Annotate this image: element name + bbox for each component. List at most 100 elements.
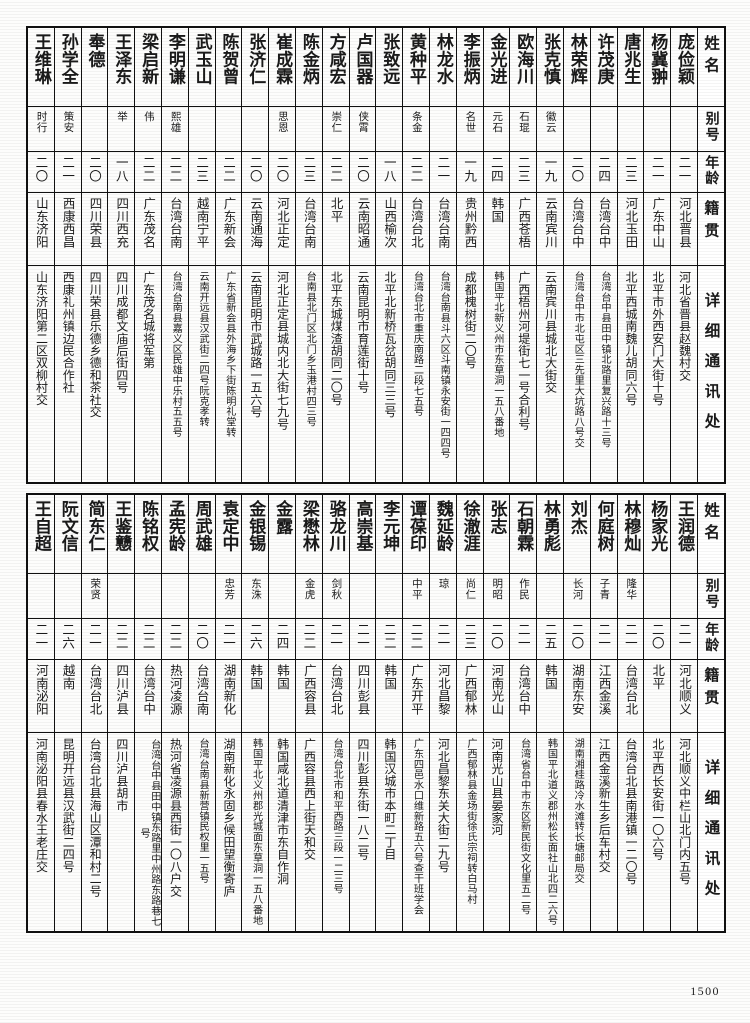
native-text: 河北玉田: [623, 197, 639, 248]
cell-alias: 中平: [402, 573, 430, 619]
native-text: 越南: [60, 664, 76, 690]
cell-alias: 金虎: [294, 573, 323, 619]
cell-alias: [562, 106, 591, 152]
address-text: 河北昌黎东关大街二九号: [436, 738, 451, 873]
address-text: 广西容县西上街天和交: [302, 738, 317, 861]
cell-alias: [643, 106, 672, 152]
cell-age: 二一: [670, 151, 698, 193]
name-text: 唐兆生: [620, 33, 641, 86]
age-text: 二二: [113, 623, 129, 650]
cell-alias: [670, 573, 698, 619]
cell-native: 四川泸县: [107, 659, 136, 733]
alias-text: 明昭: [491, 578, 504, 600]
cell-alias: [268, 573, 296, 619]
alias-text: 尚仁: [464, 578, 477, 600]
name-text: 魏延龄: [432, 500, 453, 553]
cell-address: 台南县北门区北门乡玉港村四三号: [294, 265, 323, 484]
cell-alias: 东洙: [241, 573, 270, 619]
cell-alias: 举: [107, 106, 136, 152]
name-text: 何庭树: [593, 500, 614, 553]
cell-age: 二〇: [562, 151, 591, 193]
name-text: 李明谦: [164, 33, 185, 86]
address-text: 韩国咸北道清津市东自作洞: [275, 738, 290, 885]
cell-age: 二二: [294, 618, 323, 660]
age-text: 二二: [328, 156, 344, 183]
native-text: 台湾台北: [328, 664, 344, 715]
cell-address: 广西梧州河堤街七一号合利号: [509, 265, 538, 484]
age-text: 二二: [381, 623, 397, 650]
name-text: 王维琳: [30, 33, 51, 86]
cell-native: 广东中山: [643, 192, 672, 266]
cell-native: 台湾台北: [402, 192, 430, 266]
cell-alias: [187, 106, 216, 152]
address-text: 河南光山县晏家河: [490, 738, 505, 836]
cell-age: 二二: [107, 618, 136, 660]
cell-age: 一八: [375, 151, 404, 193]
cell-native: 韩国: [241, 659, 270, 733]
cell-age: 二〇: [348, 151, 377, 193]
address-text: 广东省新会县外海乡下街陈明礼堂转: [223, 271, 235, 438]
native-text: 河南光山: [489, 664, 505, 715]
cell-address: 四川成都文庙后街四号: [107, 265, 136, 484]
cell-address: 昆明开远县汉武街二四号: [53, 732, 82, 933]
cell-age: 二〇: [643, 618, 672, 660]
name-text: 阮文信: [57, 500, 78, 553]
cell-alias: [643, 573, 672, 619]
name-text: 谭葆印: [406, 500, 427, 553]
cell-name: 林穆灿: [616, 493, 645, 574]
age-text: 一八: [381, 156, 397, 183]
cell-alias: 明昭: [482, 573, 511, 619]
cell-address: 广西容县西上街天和交: [294, 732, 323, 933]
cell-age: 二二: [160, 151, 189, 193]
age-text: 二〇: [274, 156, 290, 183]
native-text: 广东中山: [650, 197, 666, 248]
name-text: 王鉴戆: [111, 500, 132, 553]
address-text: 台湾台北县南港镇一二〇号: [624, 738, 638, 885]
cell-address: 北平西长安街一〇六号: [643, 732, 672, 933]
cell-native: 台湾台南: [428, 192, 457, 266]
native-text: 北平: [650, 664, 666, 690]
header-native: 籍贯: [696, 659, 726, 733]
address-text: 台湾台北县海山区潭和村二号: [88, 738, 103, 898]
cell-alias: 隆华: [616, 573, 645, 619]
cell-alias: 徽云: [536, 106, 564, 152]
cell-age: 二一: [53, 151, 82, 193]
cell-age: 一九: [536, 151, 564, 193]
cell-name: 金银锡: [241, 493, 270, 574]
cell-alias: [375, 573, 404, 619]
cell-native: 河北昌黎: [428, 659, 457, 733]
cell-address: 云南昆明市武城路一五六号: [241, 265, 270, 484]
address-text: 河北省晋县赵魏村交: [677, 271, 692, 382]
age-text: 二〇: [194, 623, 210, 650]
cell-age: 二〇: [187, 618, 216, 660]
cell-address: 台湾省台中市东区新民街文化里五二号: [509, 732, 538, 933]
cell-native: 湖南新化: [214, 659, 243, 733]
cell-age: 二〇: [26, 151, 55, 193]
cell-name: 崔成霖: [268, 26, 296, 107]
cell-native: 西康西昌: [53, 192, 82, 266]
name-text: 石朝霖: [513, 500, 534, 553]
cell-address: 韩国平北新义州市东草洞一五八番地: [482, 265, 511, 484]
cell-alias: 名世: [455, 106, 484, 152]
cell-alias: [80, 106, 109, 152]
native-text: 河北晋县: [677, 197, 692, 248]
age-text: 二一: [33, 623, 49, 650]
cell-address: 北平北新桥瓦岔胡同三三号: [375, 265, 404, 484]
address-text: 台湾台中市北屯区三先里大坑路八号交: [572, 271, 584, 448]
cell-address: 台湾台南县斗六区斗南镇永安街一四四号: [428, 265, 457, 484]
name-text: 周武雄: [191, 500, 212, 553]
cell-address: 湖南湘桂路冷水滩转长塘邮局交: [562, 732, 591, 933]
age-text: 二二: [140, 623, 156, 650]
native-text: 韩国: [275, 664, 291, 690]
cell-age: 一九: [455, 151, 484, 193]
cell-native: 四川荣县: [80, 192, 109, 266]
cell-alias: [536, 573, 564, 619]
header-name-text: 姓名: [702, 502, 721, 546]
age-text: 一九: [462, 156, 478, 183]
cell-alias: 尚仁: [455, 573, 484, 619]
address-text: 河北正定县城内北大街七九号: [275, 271, 290, 431]
cell-address: 热河省凌源县西街一〇八户交: [160, 732, 189, 933]
cell-address: 台湾台北市重庆南路二段七五号: [402, 265, 430, 484]
cell-alias: 剑秋: [321, 573, 350, 619]
address-text: 成都槐树街二〇号: [463, 271, 478, 369]
